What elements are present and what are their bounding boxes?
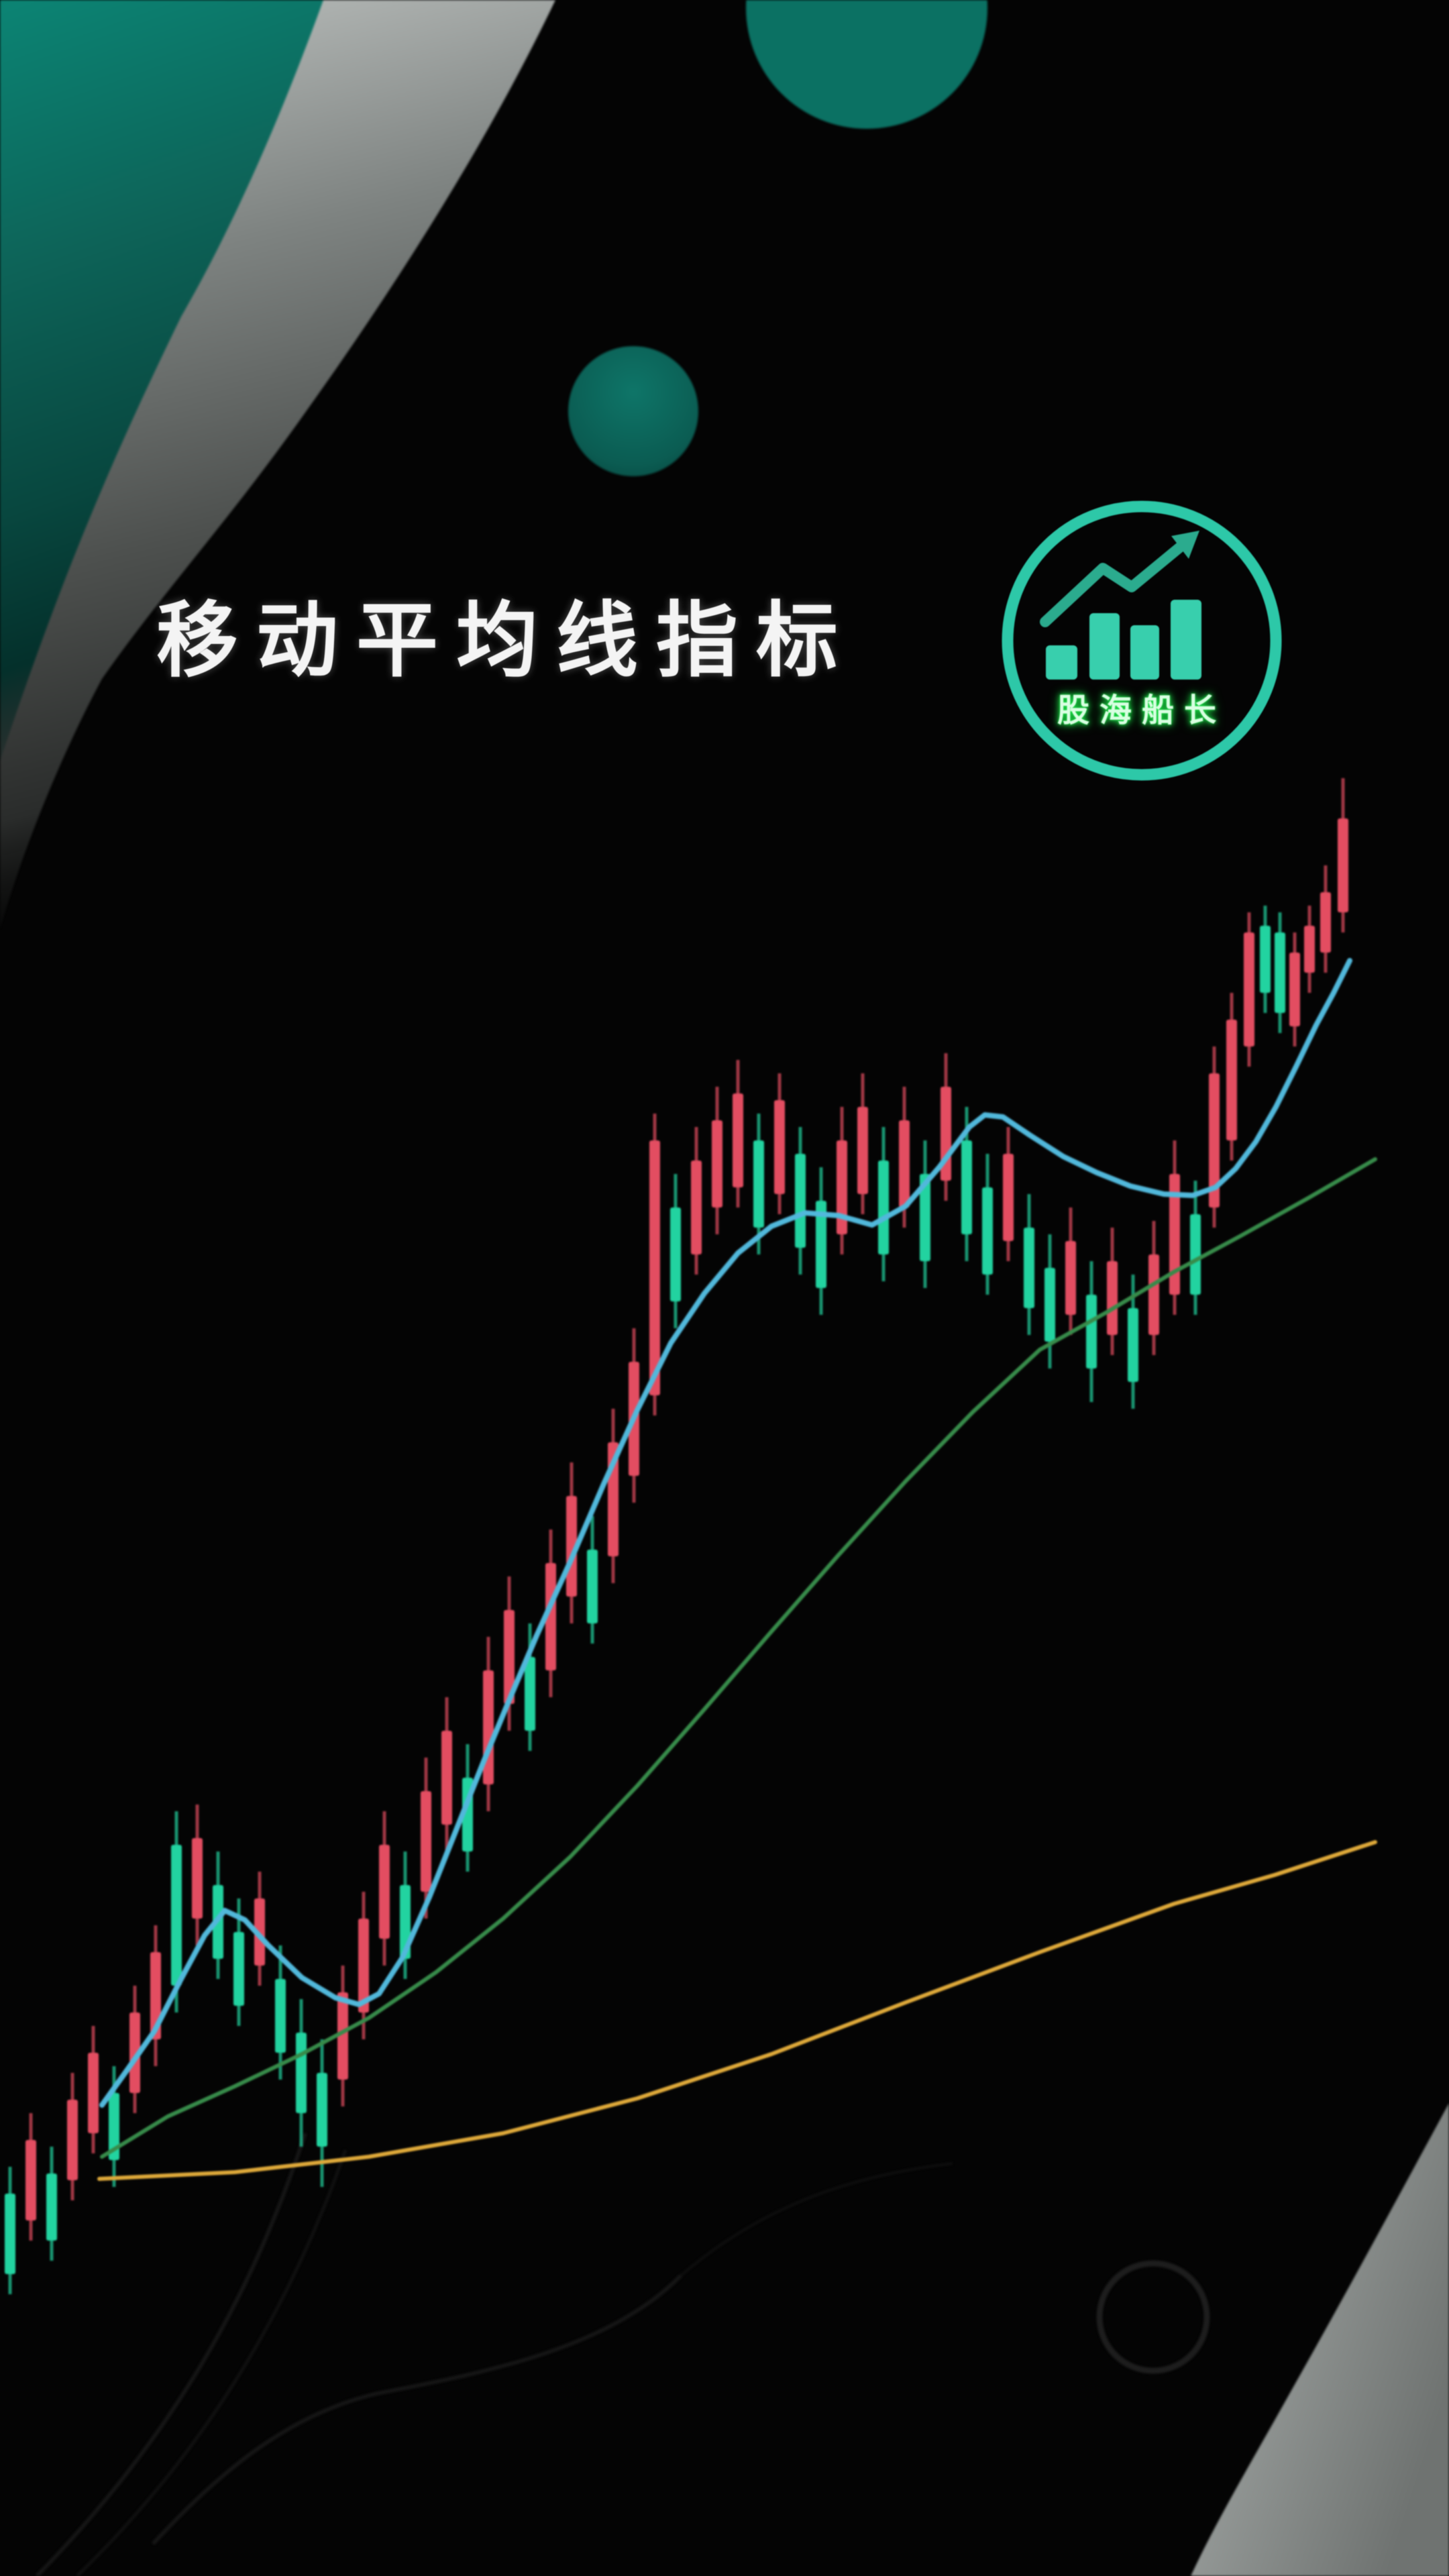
candle-body [1320, 892, 1331, 953]
teal-dot-circle [568, 346, 698, 476]
candle-body [1338, 818, 1348, 912]
candle-body [109, 2093, 119, 2160]
candle-body [545, 1563, 556, 1670]
ma-medium-green [100, 1157, 1377, 2159]
candle-body [733, 1093, 743, 1187]
candle-body [566, 1496, 577, 1597]
candle-body [1260, 926, 1271, 993]
candle-body [441, 1731, 452, 1825]
candle-body [233, 1932, 244, 2006]
candle-body [837, 1140, 847, 1234]
candle-body [816, 1201, 826, 1288]
swoosh-line [151, 2273, 683, 2546]
candle-body [67, 2100, 78, 2180]
candle-body [982, 1187, 993, 1275]
candle-body [421, 1791, 431, 1892]
candle-body [1304, 926, 1315, 973]
candle-body [1289, 953, 1300, 1026]
candle-body [483, 1670, 494, 1784]
candle-body [1044, 1268, 1055, 1342]
candle-body [1003, 1154, 1014, 1241]
page-title: 移动平均线指标 [156, 595, 856, 686]
candle-body [150, 1952, 161, 2039]
candle-body [1275, 932, 1285, 1013]
candle-body [691, 1161, 702, 1254]
candle-body [504, 1610, 515, 1704]
candle-body [129, 2012, 140, 2093]
candle-body [25, 2140, 36, 2220]
swoosh-line [680, 2162, 953, 2277]
candle-body [649, 1140, 660, 1395]
candle-body [1148, 1254, 1159, 1335]
candle-body [171, 1845, 182, 1986]
candle-body [1244, 932, 1254, 1046]
candle-body [670, 1208, 681, 1301]
candle-body [587, 1550, 598, 1623]
logo-bars-icon [1046, 600, 1201, 680]
candle-body [1169, 1174, 1180, 1295]
logo-chart-icon [1002, 500, 1282, 781]
candle-body [1226, 1020, 1237, 1140]
candle-body [1086, 1295, 1097, 1368]
candle-body [1190, 1214, 1201, 1295]
candle-body [712, 1120, 722, 1208]
swoosh-line [35, 2133, 307, 2576]
candle-body [774, 1100, 785, 1194]
bottom-right-gray-wedge [1191, 2103, 1449, 2576]
candle-body [296, 2033, 307, 2113]
candle-body [1209, 1073, 1220, 1208]
candle-body [192, 1838, 203, 1919]
candle-body [5, 2194, 15, 2274]
candle-body [337, 1992, 348, 2080]
candle-body [317, 2073, 327, 2147]
candle-body [46, 2174, 57, 2241]
candle-body [525, 1657, 535, 1731]
ma-fast-blue [99, 958, 1352, 2108]
candle-body [1128, 1308, 1138, 1382]
candle-body [275, 1979, 286, 2053]
candle-body [88, 2053, 99, 2133]
candle-body [753, 1140, 764, 1228]
candle-body [899, 1120, 910, 1208]
candle-body [795, 1154, 806, 1248]
swoosh-line [76, 2149, 347, 2576]
brand-name: 股海船长 [1057, 693, 1226, 729]
brand-logo: 股海船长 [996, 494, 1288, 787]
candle-body [1107, 1261, 1118, 1335]
top-teal-circle [746, 0, 987, 129]
candle-body [857, 1107, 868, 1194]
candle-body [379, 1845, 390, 1939]
candle-body [961, 1140, 972, 1234]
teal-corner-blob [0, 0, 323, 761]
candle-body [1024, 1228, 1034, 1308]
candle-body [1065, 1241, 1076, 1315]
candle-body [920, 1174, 930, 1261]
ma-slow-yellow [97, 1840, 1377, 2181]
candle-body [878, 1161, 889, 1254]
candle-body [358, 1919, 369, 2012]
faint-ring-circle [1096, 2260, 1210, 2374]
logo-ring [1002, 500, 1282, 781]
logo-trend-arrow-icon [1040, 531, 1199, 627]
